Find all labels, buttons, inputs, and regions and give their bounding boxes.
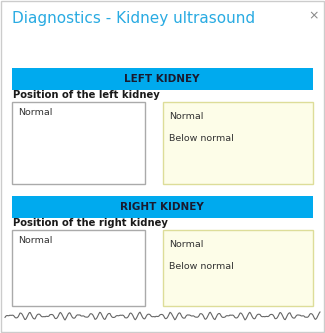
- Text: Below normal: Below normal: [169, 262, 234, 271]
- Text: Normal: Normal: [18, 108, 52, 117]
- Text: Diagnostics - Kidney ultrasound: Diagnostics - Kidney ultrasound: [12, 11, 255, 26]
- Text: LEFT KIDNEY: LEFT KIDNEY: [124, 74, 200, 84]
- Text: Normal: Normal: [169, 112, 203, 121]
- Text: RIGHT KIDNEY: RIGHT KIDNEY: [120, 202, 204, 212]
- FancyBboxPatch shape: [12, 68, 313, 90]
- Text: Normal: Normal: [169, 240, 203, 249]
- FancyBboxPatch shape: [163, 102, 313, 184]
- FancyBboxPatch shape: [12, 196, 313, 218]
- Text: ×: ×: [309, 10, 319, 23]
- FancyBboxPatch shape: [12, 102, 145, 184]
- Text: Position of the right kidney: Position of the right kidney: [13, 218, 168, 228]
- FancyBboxPatch shape: [12, 230, 145, 306]
- Text: Position of the left kidney: Position of the left kidney: [13, 90, 160, 100]
- Text: Below normal: Below normal: [169, 134, 234, 143]
- Text: Normal: Normal: [18, 236, 52, 245]
- FancyBboxPatch shape: [163, 230, 313, 306]
